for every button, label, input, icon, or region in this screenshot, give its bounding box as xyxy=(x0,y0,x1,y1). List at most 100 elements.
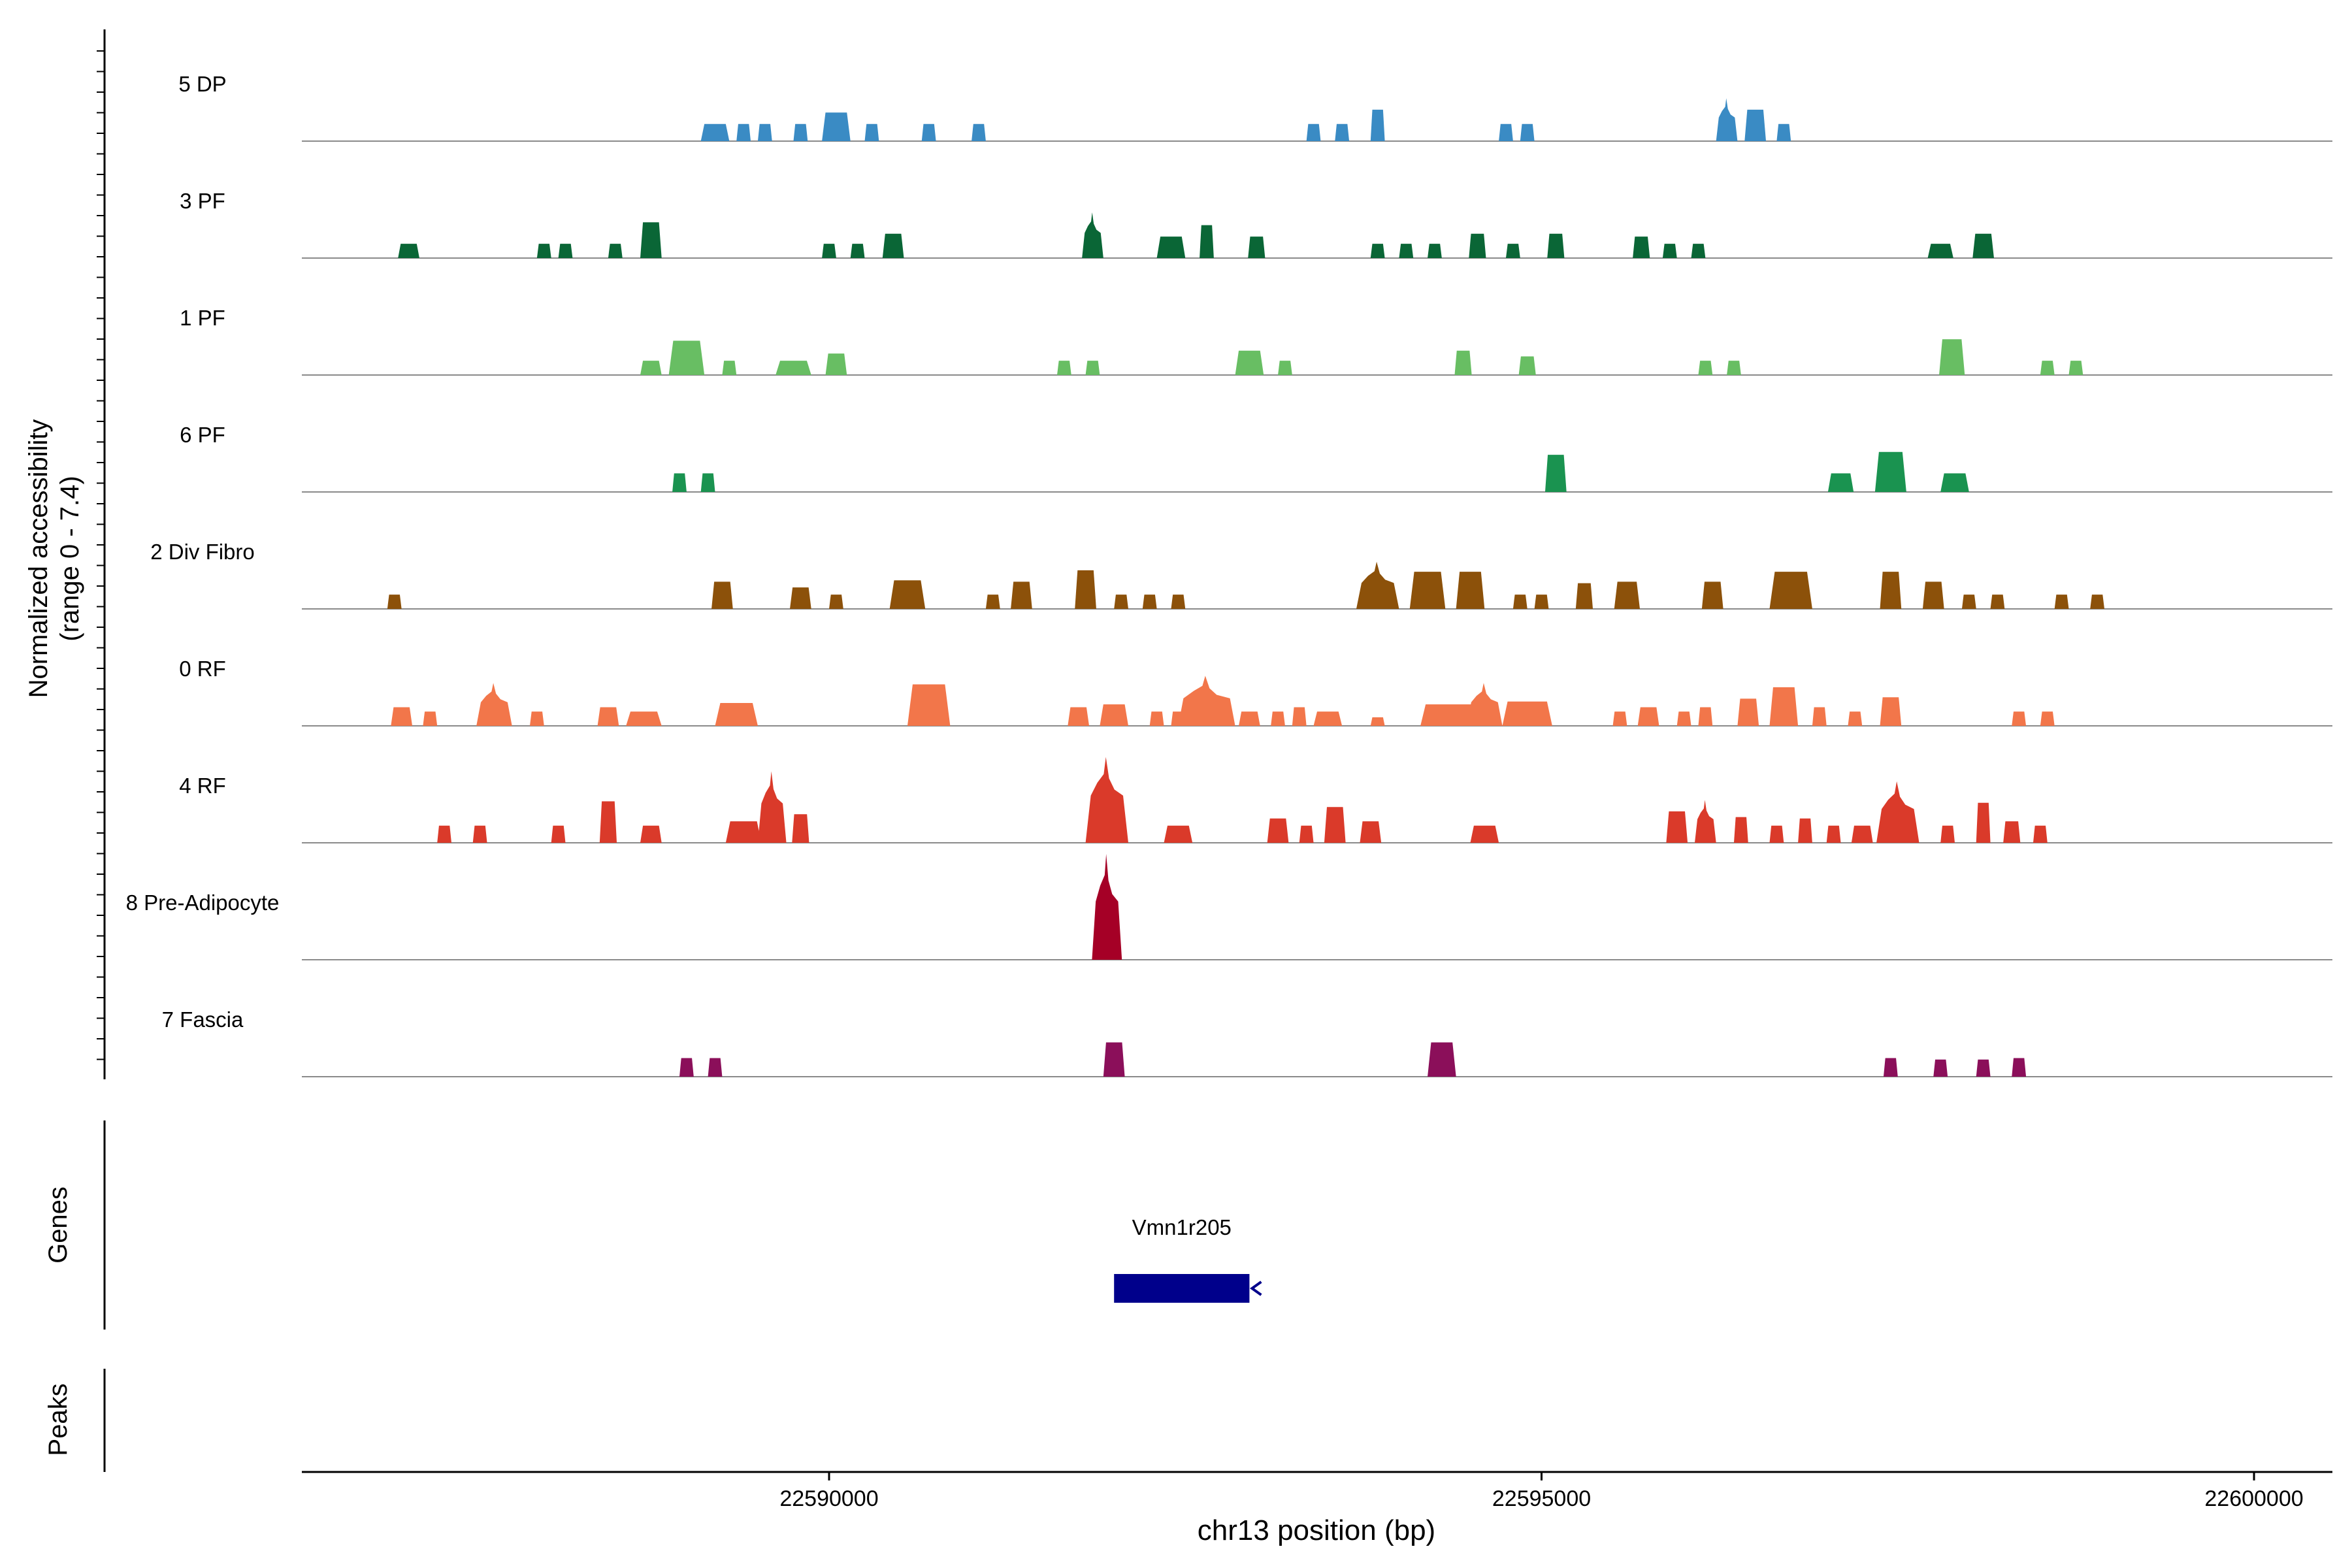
coverage-peak xyxy=(1505,244,1520,258)
coverage-peak xyxy=(1812,707,1827,726)
coverage-peak xyxy=(822,112,851,141)
coverage-peak xyxy=(1851,825,1873,843)
coverage-peak xyxy=(608,244,623,258)
coverage-peak xyxy=(1798,818,1812,843)
coverage-peak xyxy=(1727,361,1741,375)
track-7-fascia: 7 Fascia xyxy=(162,1007,2332,1077)
coverage-peak xyxy=(640,222,662,258)
coverage-peak xyxy=(1769,572,1812,609)
coverage-peak xyxy=(2040,361,2055,375)
coverage-peak xyxy=(1370,244,1385,258)
coverage-peak xyxy=(1178,676,1235,726)
x-tick-label: 22600000 xyxy=(2204,1486,2303,1511)
coverage-peak xyxy=(1278,361,1292,375)
coverage-peak xyxy=(1520,123,1535,141)
coverage-peak xyxy=(793,123,808,141)
coverage-peak xyxy=(1420,704,1478,726)
track-3-pf: 3 PF xyxy=(180,189,2332,259)
coverage-peak xyxy=(725,821,762,843)
coverage-peak xyxy=(700,123,730,141)
track-label: 7 Fascia xyxy=(162,1007,244,1032)
coverage-peak xyxy=(1518,356,1536,375)
coverage-peak xyxy=(1691,244,1706,258)
coverage-peak xyxy=(679,1058,694,1077)
coverage-peak xyxy=(1547,233,1565,258)
coverage-peak xyxy=(398,244,419,258)
coverage-peak xyxy=(551,825,566,843)
coverage-peak xyxy=(1544,455,1567,492)
coverage-peak xyxy=(1698,707,1713,726)
coverage-peak xyxy=(1428,1042,1456,1077)
coverage-peak xyxy=(1676,711,1691,726)
coverage-peak xyxy=(1744,109,1767,141)
coverage-peak xyxy=(792,814,809,843)
coverage-peak xyxy=(1454,350,1472,375)
coverage-peak xyxy=(1612,711,1627,726)
coverage-peak xyxy=(597,707,619,726)
coverage-peak xyxy=(907,684,951,726)
coverage-peak xyxy=(715,702,758,726)
coverage-peak xyxy=(1848,711,1863,726)
track-label: 4 RF xyxy=(179,774,226,798)
coverage-peak xyxy=(437,825,452,843)
coverage-peak xyxy=(1694,800,1716,843)
genes-panel: Vmn1r205 xyxy=(1114,1215,1262,1303)
track-4-rf: 4 RF xyxy=(179,757,2332,843)
coverage-peak xyxy=(1360,821,1382,843)
track-label: 2 Div Fibro xyxy=(150,540,255,564)
coverage-peak xyxy=(1512,595,1527,609)
track-label: 0 RF xyxy=(179,657,226,681)
coverage-peak xyxy=(1976,802,1991,843)
left-axis-group xyxy=(97,29,106,1472)
coverage-peak xyxy=(825,353,847,375)
coverage-peak xyxy=(472,825,487,843)
coverage-peak xyxy=(391,707,413,726)
coverage-peak xyxy=(2033,825,2048,843)
coverage-peak xyxy=(1826,825,1841,843)
coverage-peak xyxy=(1880,572,1902,609)
coverage-peak xyxy=(1716,98,1738,141)
coverage-peak xyxy=(1082,212,1103,258)
coverage-peak xyxy=(882,233,904,258)
track-2-div-fibro: 2 Div Fibro xyxy=(150,540,2332,610)
x-tick-label: 22590000 xyxy=(779,1486,878,1511)
coverage-peak xyxy=(1972,233,1994,258)
coverage-peak xyxy=(1092,854,1122,960)
track-1-pf: 1 PF xyxy=(180,306,2332,376)
coverage-peak xyxy=(1011,581,1032,609)
coverage-peak xyxy=(640,825,662,843)
coverage-peak xyxy=(757,771,787,843)
track-label: 8 Pre-Adipocyte xyxy=(126,890,280,915)
coverage-peak xyxy=(1306,123,1321,141)
coverage-peak xyxy=(2068,361,2083,375)
coverage-peak xyxy=(1068,707,1090,726)
coverage-peak xyxy=(1940,473,1969,492)
track-label: 6 PF xyxy=(180,423,225,447)
coverage-peak xyxy=(822,244,836,258)
coverage-peak xyxy=(711,581,733,609)
coverage-peak xyxy=(1637,707,1659,726)
coverage-peak xyxy=(776,361,811,375)
coverage-peak xyxy=(668,340,705,375)
track-label: 3 PF xyxy=(180,189,225,213)
coverage-peak xyxy=(1575,583,1593,609)
coverage-peak xyxy=(972,123,986,141)
coverage-peak xyxy=(476,683,512,726)
genes-panel-title: Genes xyxy=(44,1186,73,1264)
coverage-peak xyxy=(2012,711,2027,726)
coverage-peak xyxy=(1769,825,1784,843)
coverage-peak xyxy=(2003,821,2021,843)
coverage-peak xyxy=(1200,225,1214,258)
coverage-peak xyxy=(736,123,751,141)
coverage-peak xyxy=(1662,244,1677,258)
coverage-peak xyxy=(757,123,772,141)
coverage-peak xyxy=(1470,825,1499,843)
coverage-peak xyxy=(599,801,617,843)
coverage-peak xyxy=(1103,1042,1125,1077)
coverage-peak xyxy=(1239,711,1260,726)
coverage-peak xyxy=(1370,109,1385,141)
coverage-peak xyxy=(558,244,573,258)
coverage-peak xyxy=(1883,1058,1898,1077)
